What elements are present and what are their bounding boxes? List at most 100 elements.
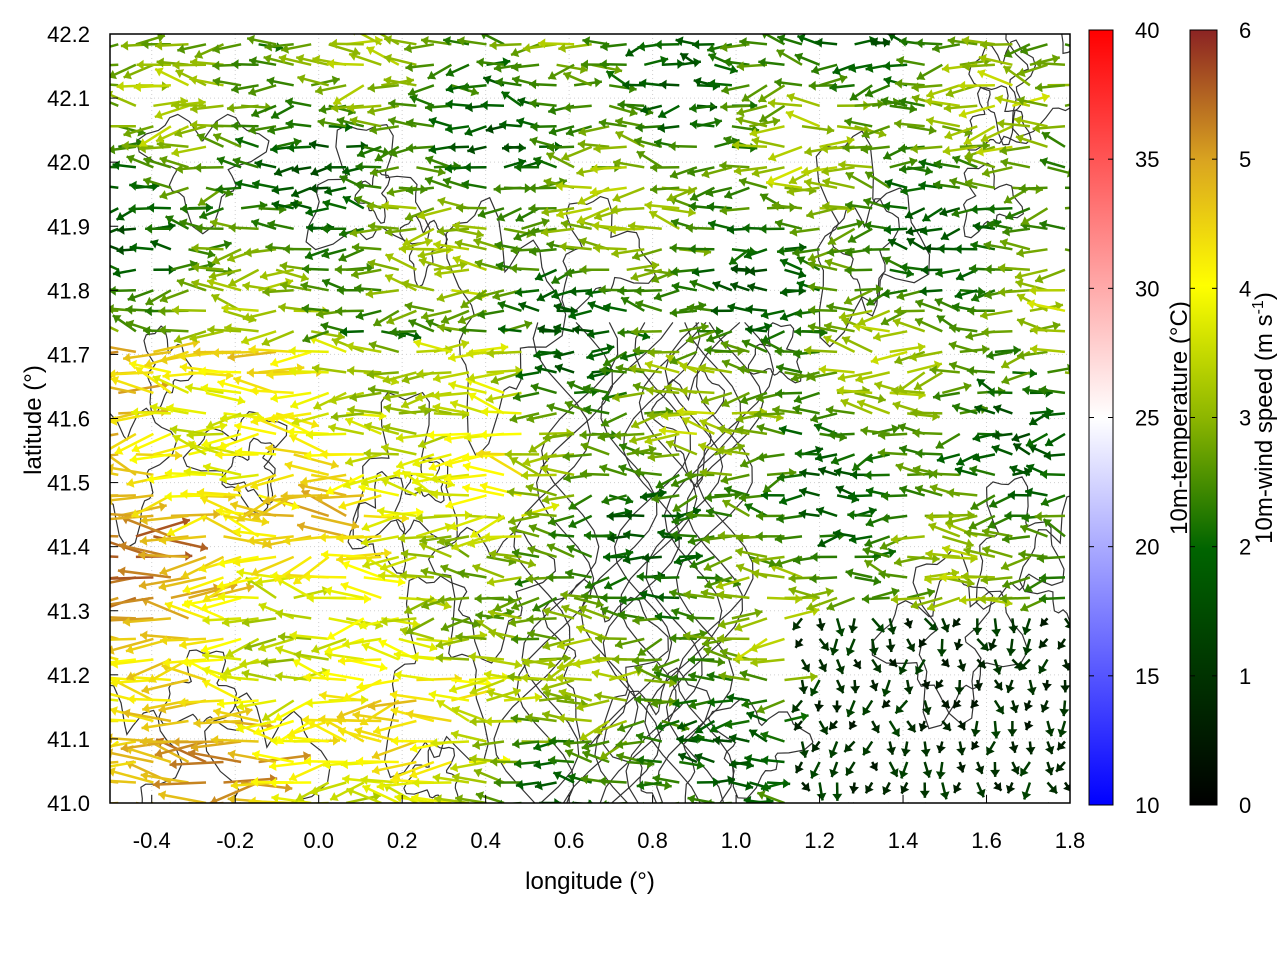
wind-vector <box>720 473 750 485</box>
wind-vector <box>166 403 207 415</box>
wind-vector <box>216 698 259 709</box>
wind-vector <box>706 671 733 682</box>
wind-vector <box>825 405 855 416</box>
wind-vector <box>643 55 669 67</box>
wind-vector <box>1063 802 1065 803</box>
wind-vector <box>547 755 575 766</box>
wind-vector <box>480 34 505 46</box>
wind-vector <box>110 227 119 234</box>
wind-vector <box>247 535 294 546</box>
wind-vector <box>1064 43 1070 47</box>
wind-vector <box>1002 576 1031 589</box>
wind-vector <box>999 238 1031 251</box>
contour-line <box>404 459 445 504</box>
wind-vector <box>143 156 172 169</box>
wind-vector <box>886 741 896 755</box>
wind-vector <box>413 338 452 354</box>
wind-vector <box>170 509 221 520</box>
wind-vector <box>342 195 365 210</box>
wind-vector <box>847 510 873 520</box>
wind-vector <box>1061 659 1070 671</box>
wind-vector <box>993 781 1003 792</box>
wind-vector <box>569 286 592 297</box>
wind-vector <box>954 289 978 300</box>
wind-vector <box>784 606 820 620</box>
wind-vector <box>261 699 295 722</box>
wind-vector <box>940 658 951 668</box>
wind-vector <box>612 158 645 169</box>
wind-vector <box>809 573 838 584</box>
wind-vector <box>267 219 294 231</box>
wind-vector <box>309 781 347 796</box>
wind-vector <box>211 348 259 358</box>
wind-vector <box>996 118 1031 129</box>
wind-vector <box>885 638 896 653</box>
x-tick-label: 0.2 <box>387 828 418 853</box>
wind-vector <box>541 678 575 693</box>
wind-vector <box>159 289 189 304</box>
wind-vector <box>503 555 537 569</box>
wind-vector <box>717 424 750 436</box>
wind-vector <box>898 97 925 108</box>
wind-vector <box>267 125 294 135</box>
wind-vector <box>329 781 365 801</box>
wind-vector <box>814 452 838 463</box>
wind-vector <box>420 567 452 579</box>
wind-vector <box>117 566 172 579</box>
wind-vector <box>1040 469 1066 480</box>
wind-vector <box>718 671 750 682</box>
wind-vector <box>495 77 522 88</box>
wind-vector <box>954 679 965 695</box>
wind-vector <box>745 304 768 315</box>
wind-vector <box>660 410 697 421</box>
wind-vector <box>707 697 733 708</box>
wind-vector <box>888 658 898 668</box>
wind-vector <box>175 69 207 87</box>
wind-vector <box>642 552 662 563</box>
wind-vector <box>517 301 540 312</box>
contour-line <box>625 321 724 803</box>
y-axis-label: latitude (°) <box>20 365 47 475</box>
wind-vector <box>898 658 909 675</box>
wind-vector <box>652 773 680 784</box>
wind-vector <box>651 493 680 504</box>
wind-vector <box>677 752 698 764</box>
wind-vector <box>472 563 505 579</box>
wind-vector <box>735 547 768 559</box>
contour-line <box>493 322 592 803</box>
wind-vector <box>295 54 329 67</box>
wind-vector <box>1034 58 1066 69</box>
wind-vector <box>980 574 1013 585</box>
wind-vector <box>1020 43 1048 55</box>
wind-vector <box>979 309 1013 320</box>
wind-vector <box>992 430 1013 441</box>
wind-vector <box>389 690 435 702</box>
wind-vector <box>436 535 470 546</box>
wind-vector <box>1039 219 1066 231</box>
wind-vector <box>794 761 804 774</box>
wind-vector <box>509 412 540 424</box>
wind-vector <box>394 670 435 682</box>
wind-vector <box>110 63 119 67</box>
wind-vector <box>196 133 225 148</box>
wind-vector <box>994 345 1021 356</box>
wind-vector <box>644 432 680 446</box>
wind-vector <box>723 57 750 68</box>
wind-vector <box>617 610 645 620</box>
wind-vector <box>685 510 715 521</box>
wind-vector <box>360 535 400 547</box>
wind-vector <box>683 589 715 600</box>
wind-vector <box>368 340 400 354</box>
wind-vector <box>324 186 347 196</box>
wind-vector <box>714 63 739 75</box>
wind-vector <box>190 103 224 114</box>
wind-vector <box>906 720 917 733</box>
wind-vector <box>657 801 662 803</box>
wind-vector <box>262 286 294 297</box>
wind-vector <box>162 370 207 381</box>
wind-vector <box>884 178 908 190</box>
wind-vector <box>697 441 733 456</box>
wind-vector <box>301 303 329 314</box>
wind-vector <box>572 324 592 335</box>
wind-vector <box>182 576 224 594</box>
